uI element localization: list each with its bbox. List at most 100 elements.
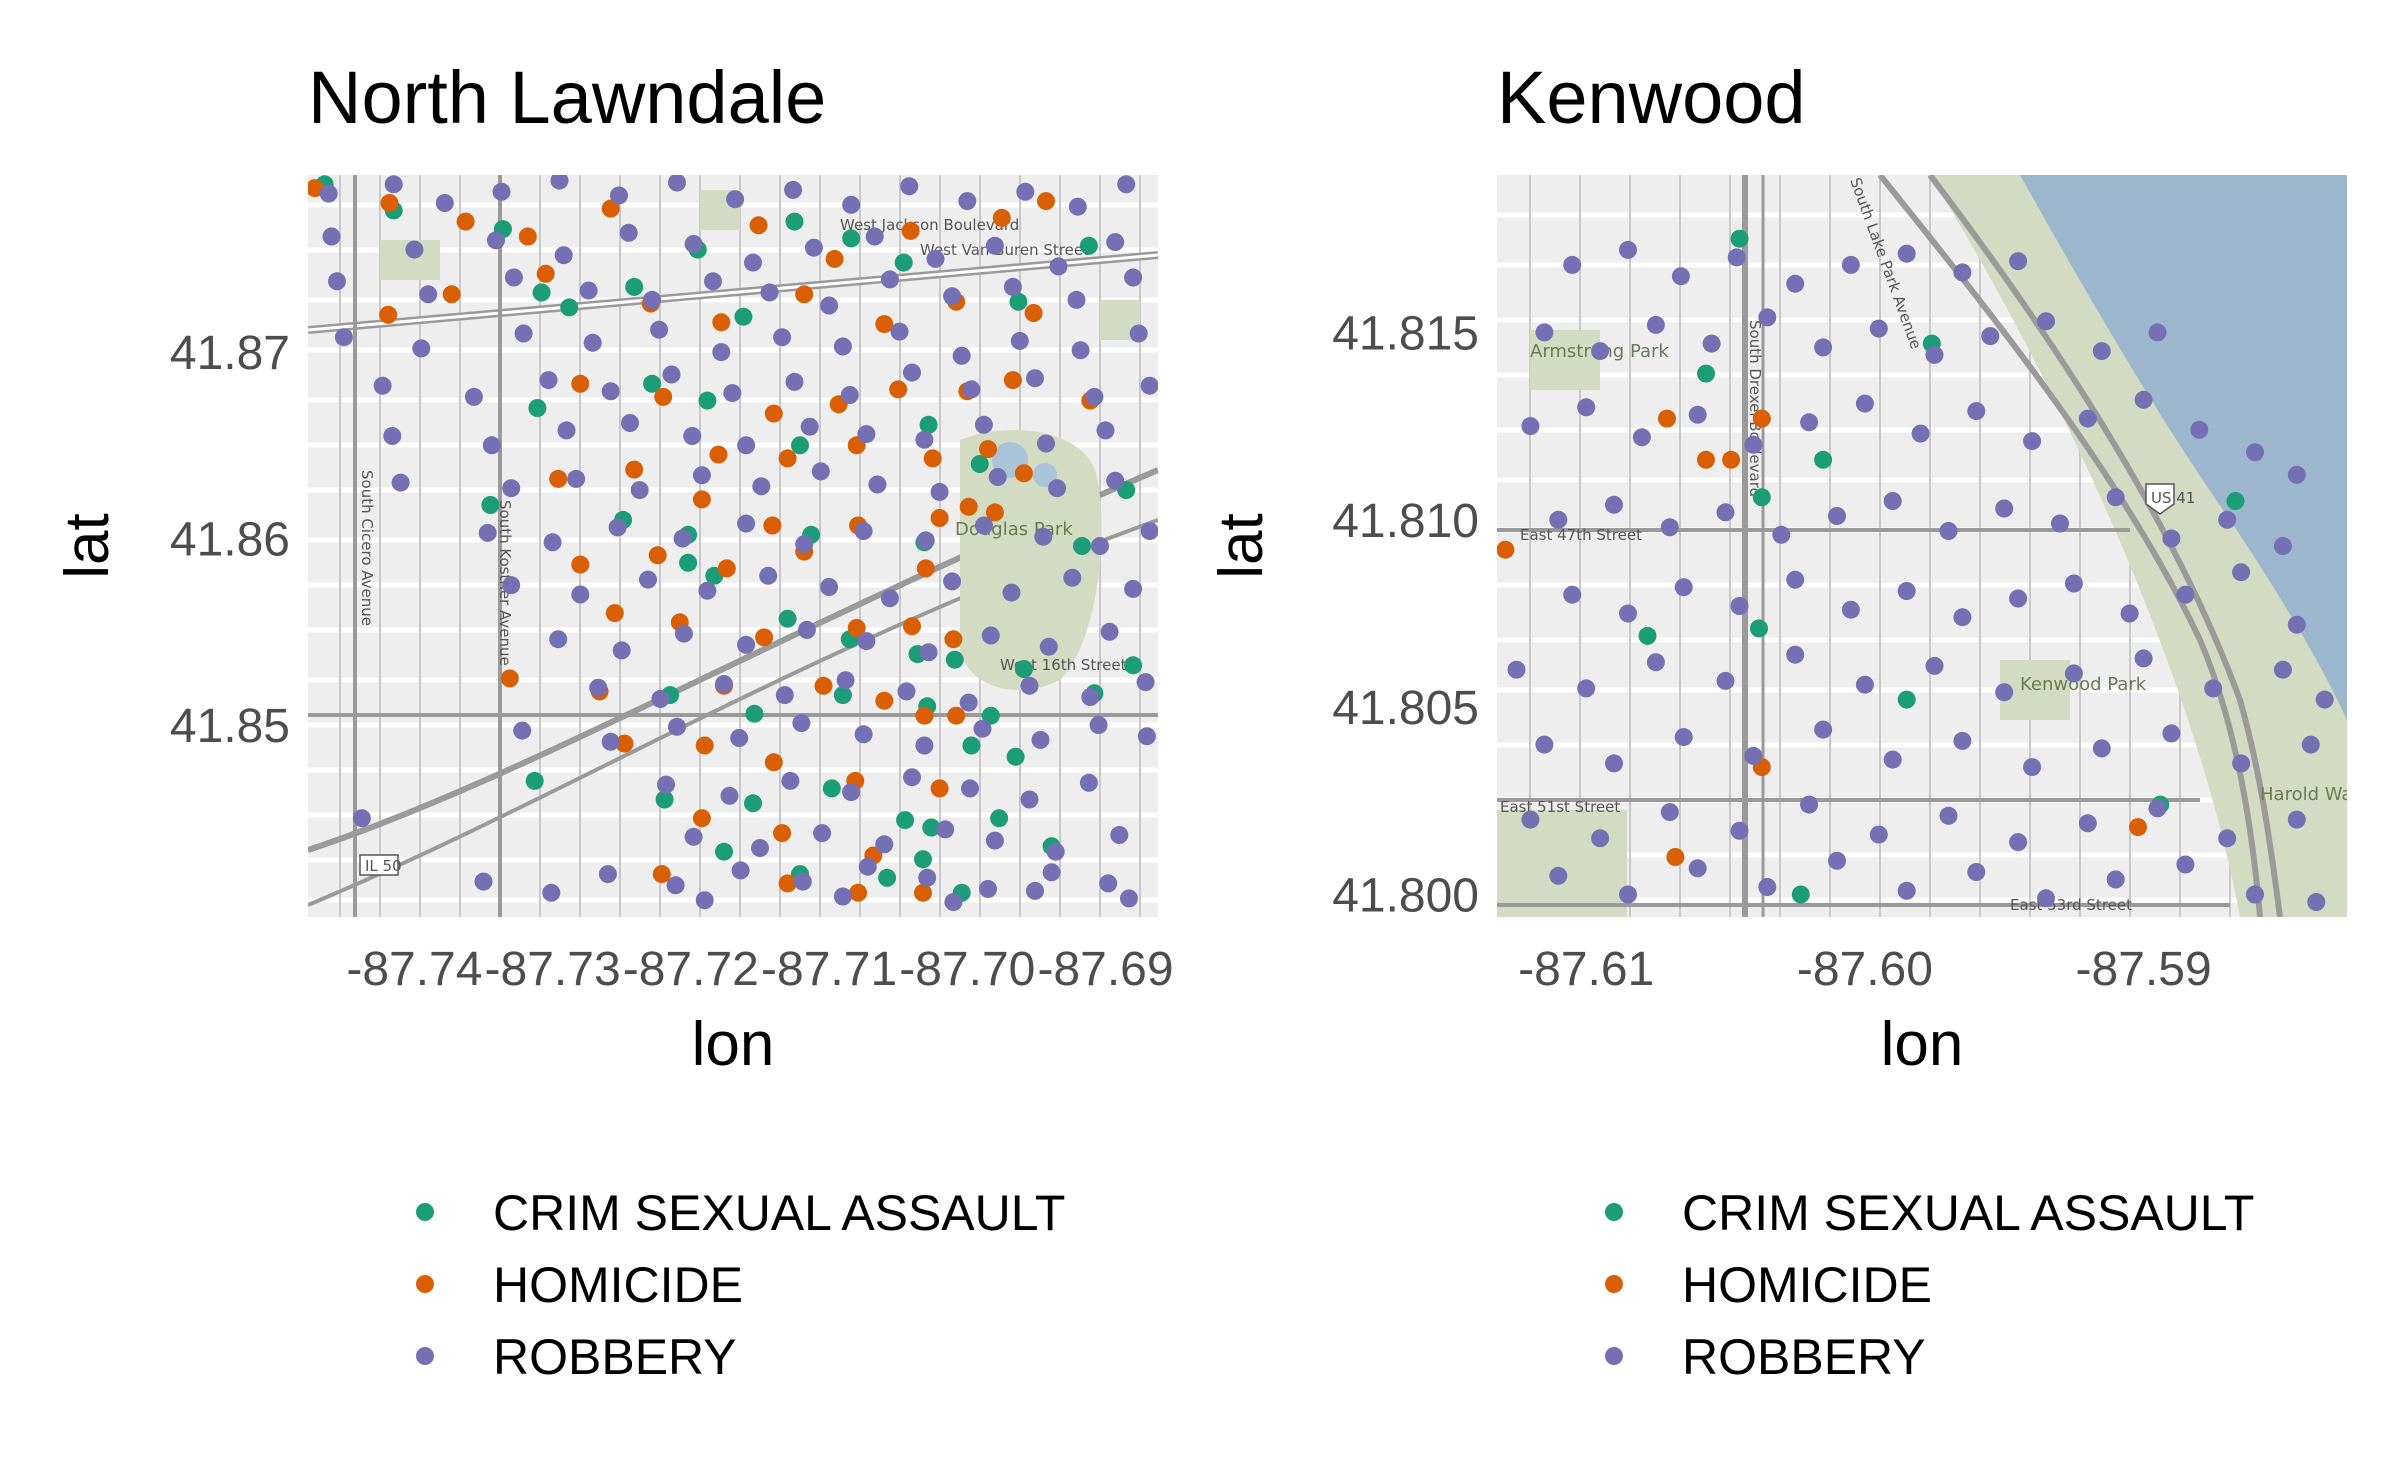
data-point [648, 546, 667, 565]
data-point [654, 387, 673, 406]
data-point [1660, 803, 1679, 822]
data-point [1897, 582, 1916, 600]
data-point [1841, 600, 1860, 619]
data-point [542, 883, 561, 902]
data-point [958, 192, 977, 211]
data-point [2023, 758, 2042, 777]
data-point [952, 346, 971, 365]
data-point [897, 682, 916, 701]
data-point [840, 386, 859, 404]
data-point [481, 496, 500, 514]
data-point [1786, 645, 1805, 664]
data-point [2129, 818, 2147, 837]
data-point [1981, 327, 2000, 346]
data-point [1521, 417, 1540, 436]
data-point [1117, 175, 1136, 194]
data-point [684, 827, 703, 846]
data-point [502, 479, 521, 498]
basemap-label: East 53rd Street [2010, 896, 2132, 914]
data-point [726, 190, 745, 209]
data-point [1026, 881, 1044, 900]
data-point [543, 533, 562, 552]
x-tick-label: -87.72 [623, 943, 759, 996]
y-tick-label: 41.815 [1332, 307, 1479, 360]
data-point [1014, 464, 1033, 483]
data-point [2307, 893, 2326, 911]
data-point [1967, 402, 1986, 421]
data-point [916, 559, 935, 578]
x-tick-label: -87.69 [1037, 943, 1173, 996]
data-point [1619, 240, 1637, 259]
data-point [1619, 604, 1637, 623]
legend-key [416, 1203, 434, 1221]
data-point [778, 609, 797, 628]
data-point [1814, 720, 1833, 739]
basemap: Armstrong Park East 47th Street Kenwood … [1497, 175, 2400, 917]
data-point [668, 717, 686, 736]
data-point [1791, 885, 1810, 904]
data-point [854, 725, 873, 744]
data-point [383, 427, 402, 445]
basemap-label: IL 50 [365, 857, 402, 875]
data-point [800, 417, 819, 436]
legend-key [1605, 1275, 1623, 1293]
data-point [981, 706, 1000, 725]
basemap-label: South Drexel Boulevard [1746, 320, 1764, 497]
data-point [973, 719, 992, 738]
data-point [985, 236, 1004, 255]
data-point [1026, 369, 1044, 388]
data-point [1024, 304, 1043, 322]
data-point [1883, 750, 1902, 769]
data-point [1911, 424, 1930, 443]
data-point [755, 628, 774, 647]
data-point [601, 382, 620, 401]
data-point [1953, 263, 1972, 282]
data-point [915, 736, 934, 755]
data-point [2106, 488, 2125, 507]
data-point [571, 555, 590, 574]
data-point [880, 589, 899, 608]
data-point [1953, 731, 1972, 750]
data-point [405, 240, 424, 259]
data-point [2190, 420, 2209, 439]
data-point [1605, 754, 1623, 773]
data-point [1995, 683, 2014, 702]
x-tick-label: -87.61 [1518, 943, 1654, 996]
data-point [791, 436, 809, 455]
data-point [778, 449, 797, 468]
data-point [373, 376, 392, 395]
data-point [2051, 514, 2069, 533]
data-point [1638, 626, 1657, 645]
data-point [1577, 398, 1596, 417]
basemap-label: Douglas Park [955, 519, 1073, 540]
data-point [903, 617, 921, 636]
data-point [842, 195, 861, 214]
data-point [412, 339, 431, 358]
legend-key [416, 1275, 434, 1293]
series-homicide [308, 179, 1100, 902]
data-point [1089, 716, 1108, 734]
data-point [981, 626, 1000, 645]
data-point [668, 175, 686, 192]
data-point [814, 676, 833, 695]
basemap-label: East 47th Street [1520, 526, 1642, 544]
basemap-label: Harold Washington Park [2260, 784, 2400, 805]
panel-kenwood: Kenwood [1207, 56, 2400, 1385]
data-point [717, 559, 736, 578]
data-point [916, 531, 935, 550]
data-point [1953, 608, 1972, 627]
data-point [643, 290, 662, 309]
data-point [643, 374, 662, 393]
data-point [930, 509, 949, 527]
data-point [2246, 885, 2264, 904]
data-point [1646, 653, 1665, 672]
data-point [785, 212, 804, 231]
data-point [2106, 870, 2125, 889]
data-point [1591, 342, 1610, 361]
data-point [1591, 829, 1610, 848]
data-point [504, 268, 523, 287]
data-point [1037, 192, 1055, 211]
data-point [737, 436, 756, 455]
data-point [723, 384, 742, 403]
data-point [1855, 394, 1874, 413]
